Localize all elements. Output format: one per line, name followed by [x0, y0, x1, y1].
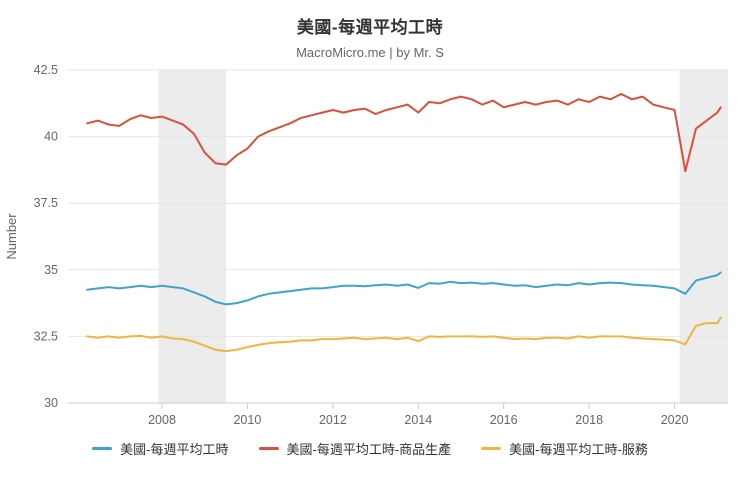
recession-band: [158, 70, 227, 403]
x-tick-label: 2008: [148, 413, 176, 427]
x-tick-label: 2010: [233, 413, 261, 427]
series-line-2: [86, 93, 722, 173]
x-tick-label: 2020: [661, 413, 689, 427]
y-tick-label: 32.5: [34, 329, 58, 343]
y-tick-label: 40: [44, 130, 58, 144]
x-tick-label: 2012: [319, 413, 347, 427]
y-tick-label: 35: [44, 263, 58, 277]
legend-label: 美國-每週平均工時: [120, 442, 229, 457]
y-tick-label: 37.5: [34, 196, 58, 210]
legend-item-1[interactable]: 美國-每週平均工時: [92, 439, 229, 458]
legend-swatch: [481, 447, 502, 450]
legend-item-3[interactable]: 美國-每週平均工時-服務: [481, 439, 648, 458]
series-line-1: [86, 271, 722, 306]
legend-label: 美國-每週平均工時-服務: [509, 442, 648, 457]
legend-swatch: [92, 447, 113, 450]
y-axis-label: Number: [4, 213, 19, 260]
legend-item-2[interactable]: 美國-每週平均工時-商品生產: [258, 439, 452, 458]
legend-swatch: [258, 447, 279, 450]
series-line-3: [86, 316, 722, 353]
legend-label: 美國-每週平均工時-商品生產: [286, 442, 452, 457]
legend: 美國-每週平均工時 美國-每週平均工時-商品生產 美國-每週平均工時-服務: [0, 439, 740, 458]
y-tick-label: 30: [44, 396, 58, 410]
x-tick-label: 2016: [490, 413, 518, 427]
chart-plot: 30 32.5 35 37.5 40 42.5 2008 2010 2012 2014 2016 20…: [4, 63, 728, 427]
recession-band: [679, 70, 728, 403]
chart-subtitle: MacroMicro.me | by Mr. S: [296, 45, 444, 60]
x-tick-label: 2018: [575, 413, 603, 427]
y-tick-label: 42.5: [34, 63, 58, 77]
chart-title: 美國-每週平均工時: [296, 18, 444, 37]
x-tick-label: 2014: [404, 413, 432, 427]
